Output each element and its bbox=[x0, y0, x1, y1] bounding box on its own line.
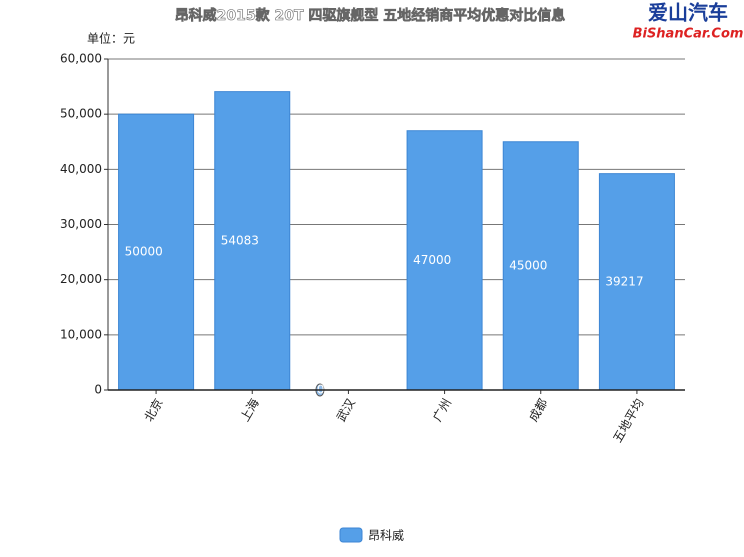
x-tick-label: 广州 bbox=[430, 396, 454, 424]
x-tick-label: 成都 bbox=[526, 396, 550, 424]
x-tick-label: 上海 bbox=[237, 396, 262, 424]
x-tick-label: 武汉 bbox=[334, 396, 358, 424]
value-label: 47000 bbox=[413, 253, 451, 267]
x-tick-label: 五地平均 bbox=[610, 396, 646, 445]
value-label: 39217 bbox=[605, 274, 643, 288]
legend-label: 昂科威 bbox=[368, 529, 404, 543]
watermark: BiShanCar.Com bbox=[633, 27, 744, 42]
y-tick-label: 50,000 bbox=[60, 107, 102, 121]
legend-swatch bbox=[339, 527, 363, 543]
y-tick-label: 0 bbox=[94, 383, 102, 397]
y-tick-label: 20,000 bbox=[60, 272, 102, 286]
unit-label: 单位：元 bbox=[87, 31, 135, 46]
value-label: 54083 bbox=[221, 233, 259, 247]
bar bbox=[406, 130, 483, 391]
x-tick-label: 北京 bbox=[142, 396, 166, 424]
chart-title: 昂科威2015款 20T 四驱旗舰型 五地经销商平均优惠对比信息 bbox=[175, 7, 566, 24]
y-tick-label: 10,000 bbox=[60, 327, 102, 341]
value-label: 45000 bbox=[509, 258, 547, 272]
bar bbox=[118, 113, 195, 391]
y-tick-label: 40,000 bbox=[60, 162, 102, 176]
bar bbox=[502, 141, 579, 391]
watermark: 爱山汽车 bbox=[648, 1, 728, 25]
value-label: 50000 bbox=[125, 245, 163, 259]
y-tick-label: 30,000 bbox=[60, 217, 102, 231]
y-tick-label: 60,000 bbox=[60, 52, 102, 66]
